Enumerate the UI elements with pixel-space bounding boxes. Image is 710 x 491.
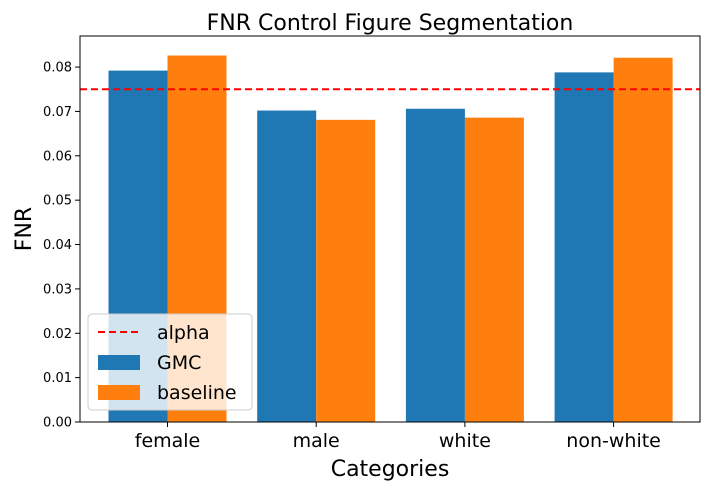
y-tick-label: 0.04	[43, 238, 72, 253]
legend-label-alpha: alpha	[157, 322, 210, 344]
x-axis-label: Categories	[331, 457, 450, 482]
y-tick-label: 0.06	[43, 149, 72, 164]
y-axis-label: FNR	[12, 207, 37, 251]
legend: alpha GMC baseline	[87, 313, 253, 411]
y-tick-label: 0.03	[43, 282, 72, 297]
legend-marker-gmc	[98, 355, 140, 370]
x-tick-label: female	[135, 430, 201, 452]
y-tick-label: 0.01	[43, 371, 72, 386]
bars-layer	[108, 55, 673, 423]
y-axis: 0.00 0.01 0.02 0.03 0.04 0.05 0.06 0.07 0.08	[43, 61, 80, 431]
x-tick-label: non-white	[566, 430, 661, 452]
x-tick-label: male	[293, 430, 340, 452]
bar-baseline-non-white	[613, 57, 673, 422]
bar-gmc-white	[405, 108, 465, 423]
legend-label-baseline: baseline	[157, 382, 237, 404]
y-tick-label: 0.05	[43, 194, 72, 209]
bar-baseline-white	[464, 117, 524, 422]
y-tick-label: 0.07	[43, 105, 72, 120]
legend-label-gmc: GMC	[157, 352, 201, 374]
bar-gmc-non-white	[554, 72, 614, 423]
plot-frame	[79, 35, 701, 423]
x-tick-label: white	[439, 430, 491, 452]
y-tick-label: 0.08	[43, 61, 72, 76]
x-axis: female male white non-white	[135, 422, 661, 452]
y-tick-label: 0.00	[43, 416, 72, 431]
y-tick-label: 0.02	[43, 327, 72, 342]
bar-gmc-male	[257, 110, 317, 422]
chart-title: FNR Control Figure Segmentation	[207, 11, 574, 36]
bar-baseline-male	[316, 119, 376, 423]
legend-marker-baseline	[98, 385, 140, 400]
